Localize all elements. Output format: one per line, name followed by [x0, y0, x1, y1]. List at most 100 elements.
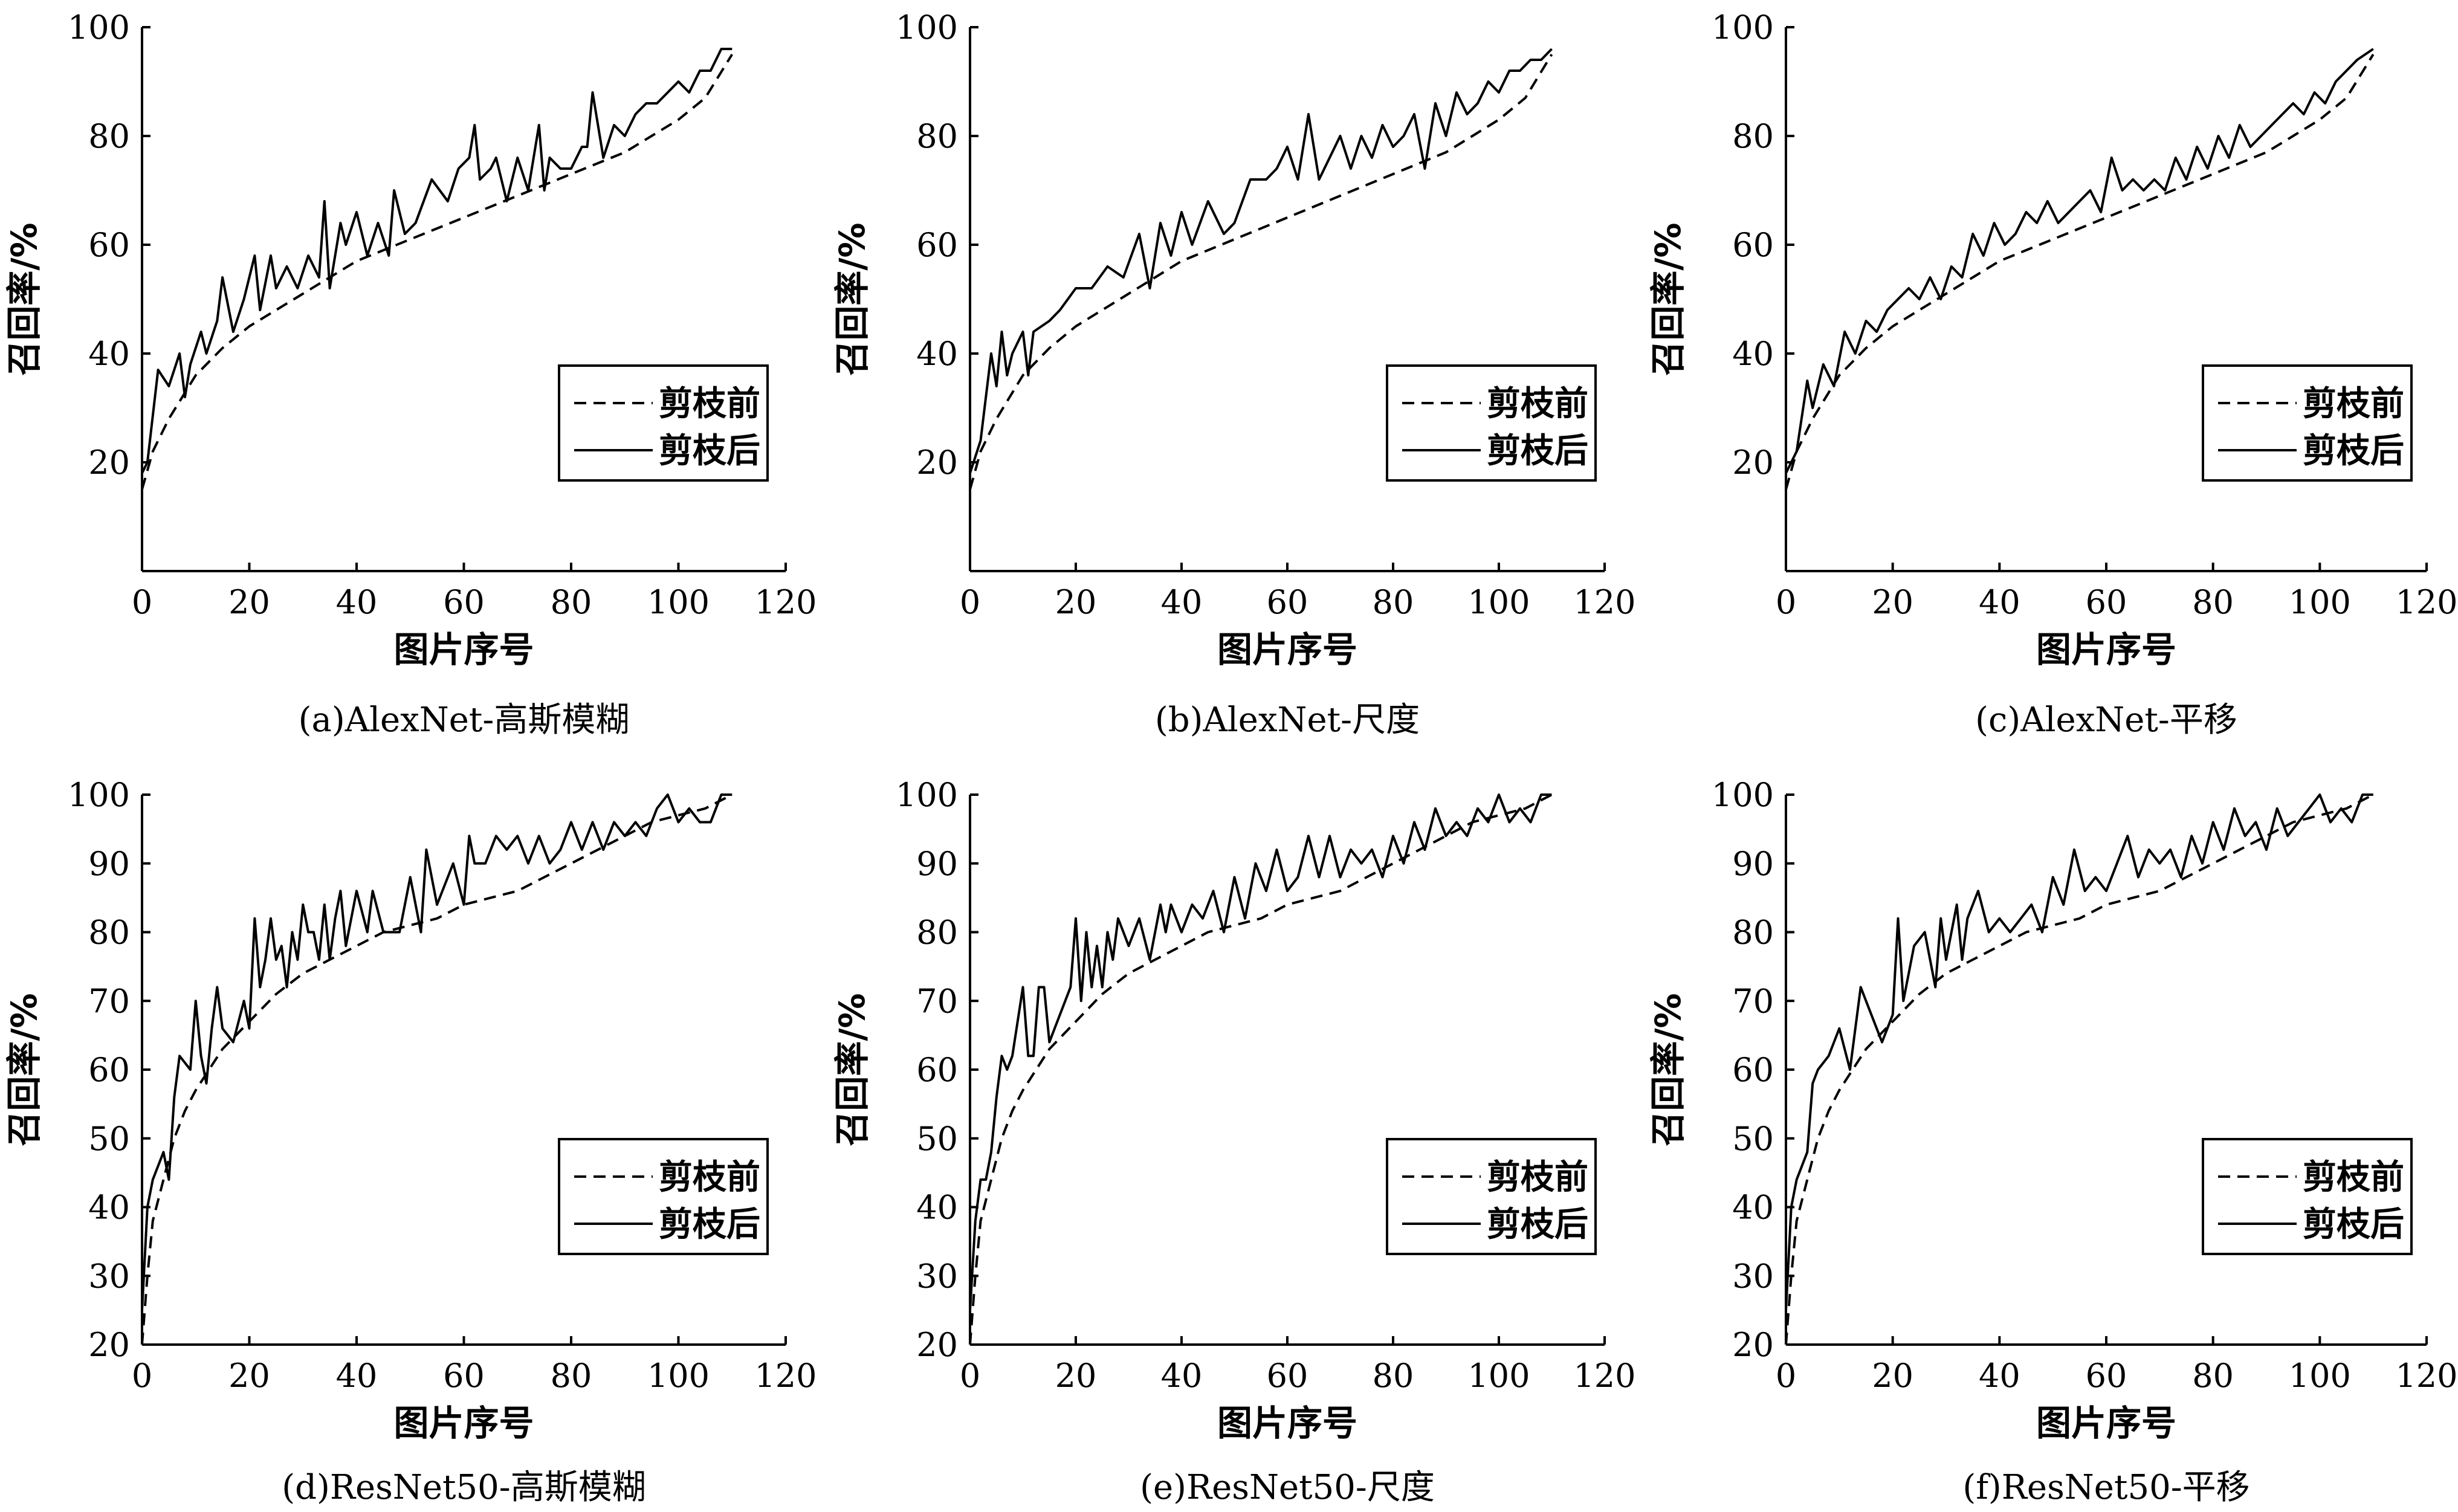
legend-label: 剪枝后: [659, 431, 760, 471]
x-axis-title: 图片序号: [2036, 629, 2176, 670]
y-tick-label: 100: [1712, 8, 1774, 47]
y-tick-label: 70: [916, 982, 958, 1020]
x-tick-label: 60: [1267, 1357, 1308, 1395]
x-axis-title: 图片序号: [393, 1403, 534, 1444]
y-tick-label: 70: [88, 982, 130, 1020]
legend-label: 剪枝后: [1487, 1205, 1588, 1244]
panel-caption: (e)ResNet50-尺度: [1140, 1468, 1435, 1507]
x-tick-label: 120: [1573, 1357, 1635, 1395]
x-tick-label: 0: [132, 583, 152, 621]
y-axis-title: 召回率/%: [4, 993, 45, 1146]
x-tick-label: 0: [960, 1357, 980, 1395]
x-tick-label: 20: [1055, 1357, 1097, 1395]
x-tick-label: 60: [443, 583, 485, 621]
legend-box: [558, 364, 769, 482]
y-tick-label: 90: [1732, 845, 1774, 883]
y-tick-label: 60: [1732, 1051, 1774, 1089]
x-tick-label: 120: [754, 1357, 817, 1395]
x-tick-label: 40: [336, 1357, 378, 1395]
panel-caption: (a)AlexNet-高斯模糊: [299, 700, 630, 740]
x-tick-label: 80: [551, 583, 592, 621]
y-tick-label: 40: [88, 1189, 130, 1227]
y-tick-label: 90: [916, 845, 958, 883]
y-tick-label: 60: [1732, 226, 1774, 264]
y-tick-label: 100: [896, 776, 958, 814]
x-tick-label: 20: [1055, 583, 1097, 621]
y-tick-label: 50: [1732, 1120, 1774, 1158]
legend-label: 剪枝后: [1487, 431, 1588, 471]
x-axis-title: 图片序号: [2036, 1403, 2176, 1444]
y-axis-title: 召回率/%: [832, 993, 873, 1146]
y-tick-label: 40: [88, 335, 130, 373]
series-line-before-pruning: [1785, 793, 2374, 1345]
y-tick-label: 40: [916, 1189, 958, 1227]
y-tick-label: 80: [916, 117, 958, 155]
x-tick-label: 60: [1267, 583, 1308, 621]
x-tick-label: 60: [443, 1357, 485, 1395]
chart-panel-3: 0 20 40 60 80 100 120 20 40 60 80 100 图片序号 召回率/% 剪枝前剪枝…: [1648, 8, 2458, 740]
y-axis-title: 召回率/%: [1648, 993, 1689, 1146]
x-tick-label: 100: [1467, 1357, 1530, 1395]
x-tick-label: 40: [336, 583, 378, 621]
x-tick-label: 20: [1872, 1357, 1913, 1395]
y-tick-label: 20: [88, 1326, 130, 1364]
y-tick-label: 100: [68, 8, 130, 47]
x-tick-label: 40: [1979, 583, 2020, 621]
x-tick-label: 80: [1373, 583, 1414, 621]
legend-box: [1386, 1138, 1597, 1255]
legend-label: 剪枝前: [1487, 384, 1588, 424]
chart-panel-5: 0 20 40 60 80 100 1202030405060708090100图片序号召回…: [832, 776, 1636, 1507]
x-tick-label: 0: [960, 583, 980, 621]
legend-box: [1386, 364, 1597, 482]
series-line-after-pruning: [969, 48, 1553, 474]
legend-label: 剪枝后: [2303, 431, 2404, 471]
legend-label: 剪枝前: [2303, 1158, 2404, 1197]
y-tick-label: 80: [1732, 914, 1774, 952]
series-line-after-pruning: [1785, 793, 2373, 1311]
y-axis-title: 召回率/%: [1648, 222, 1689, 375]
x-tick-label: 120: [754, 583, 817, 621]
y-tick-label: 60: [916, 226, 958, 264]
x-tick-label: 120: [2395, 1357, 2457, 1395]
legend-label: 剪枝前: [659, 384, 760, 424]
panel-caption: (d)ResNet50-高斯模糊: [282, 1468, 645, 1507]
x-tick-label: 0: [1776, 583, 1796, 621]
y-tick-label: 80: [1732, 117, 1774, 155]
x-tick-label: 100: [647, 1357, 710, 1395]
y-tick-label: 20: [916, 1326, 958, 1364]
series-line-after-pruning: [1785, 48, 2374, 474]
x-tick-label: 100: [2289, 583, 2351, 621]
series-line-before-pruning: [969, 53, 1553, 490]
series-line-after-pruning: [141, 48, 733, 474]
x-tick-label: 0: [1776, 1357, 1796, 1395]
x-tick-label: 40: [1161, 1357, 1203, 1395]
chart-panel-6: 0 20 40 60 80 100 1202030405060708090100图片序号召回…: [1648, 776, 2458, 1507]
legend-box: [2202, 364, 2413, 482]
x-axis-title: 图片序号: [393, 629, 534, 670]
x-tick-label: 100: [647, 583, 710, 621]
x-axis-title: 图片序号: [1217, 629, 1357, 670]
series-line-before-pruning: [969, 793, 1553, 1345]
y-tick-label: 60: [88, 1051, 130, 1089]
legend-box: [558, 1138, 769, 1255]
series-line-before-pruning: [1785, 53, 2375, 490]
y-tick-label: 20: [916, 444, 958, 482]
y-tick-label: 50: [88, 1120, 130, 1158]
legend-label: 剪枝后: [659, 1205, 760, 1244]
x-tick-label: 20: [228, 583, 270, 621]
x-tick-label: 80: [551, 1357, 592, 1395]
series-line-after-pruning: [141, 793, 733, 1311]
y-tick-label: 30: [88, 1257, 130, 1295]
y-tick-label: 20: [88, 444, 130, 482]
legend-label: 剪枝前: [1487, 1158, 1588, 1197]
series-line-before-pruning: [141, 793, 733, 1345]
y-tick-label: 40: [1732, 1189, 1774, 1227]
x-tick-label: 40: [1979, 1357, 2020, 1395]
x-tick-label: 20: [1872, 583, 1913, 621]
legend-label: 剪枝前: [2303, 384, 2404, 424]
x-axis-title: 图片序号: [1217, 1403, 1357, 1444]
series-line-after-pruning: [969, 793, 1552, 1311]
x-tick-label: 100: [1467, 583, 1530, 621]
y-axis-title: 召回率/%: [4, 222, 45, 375]
